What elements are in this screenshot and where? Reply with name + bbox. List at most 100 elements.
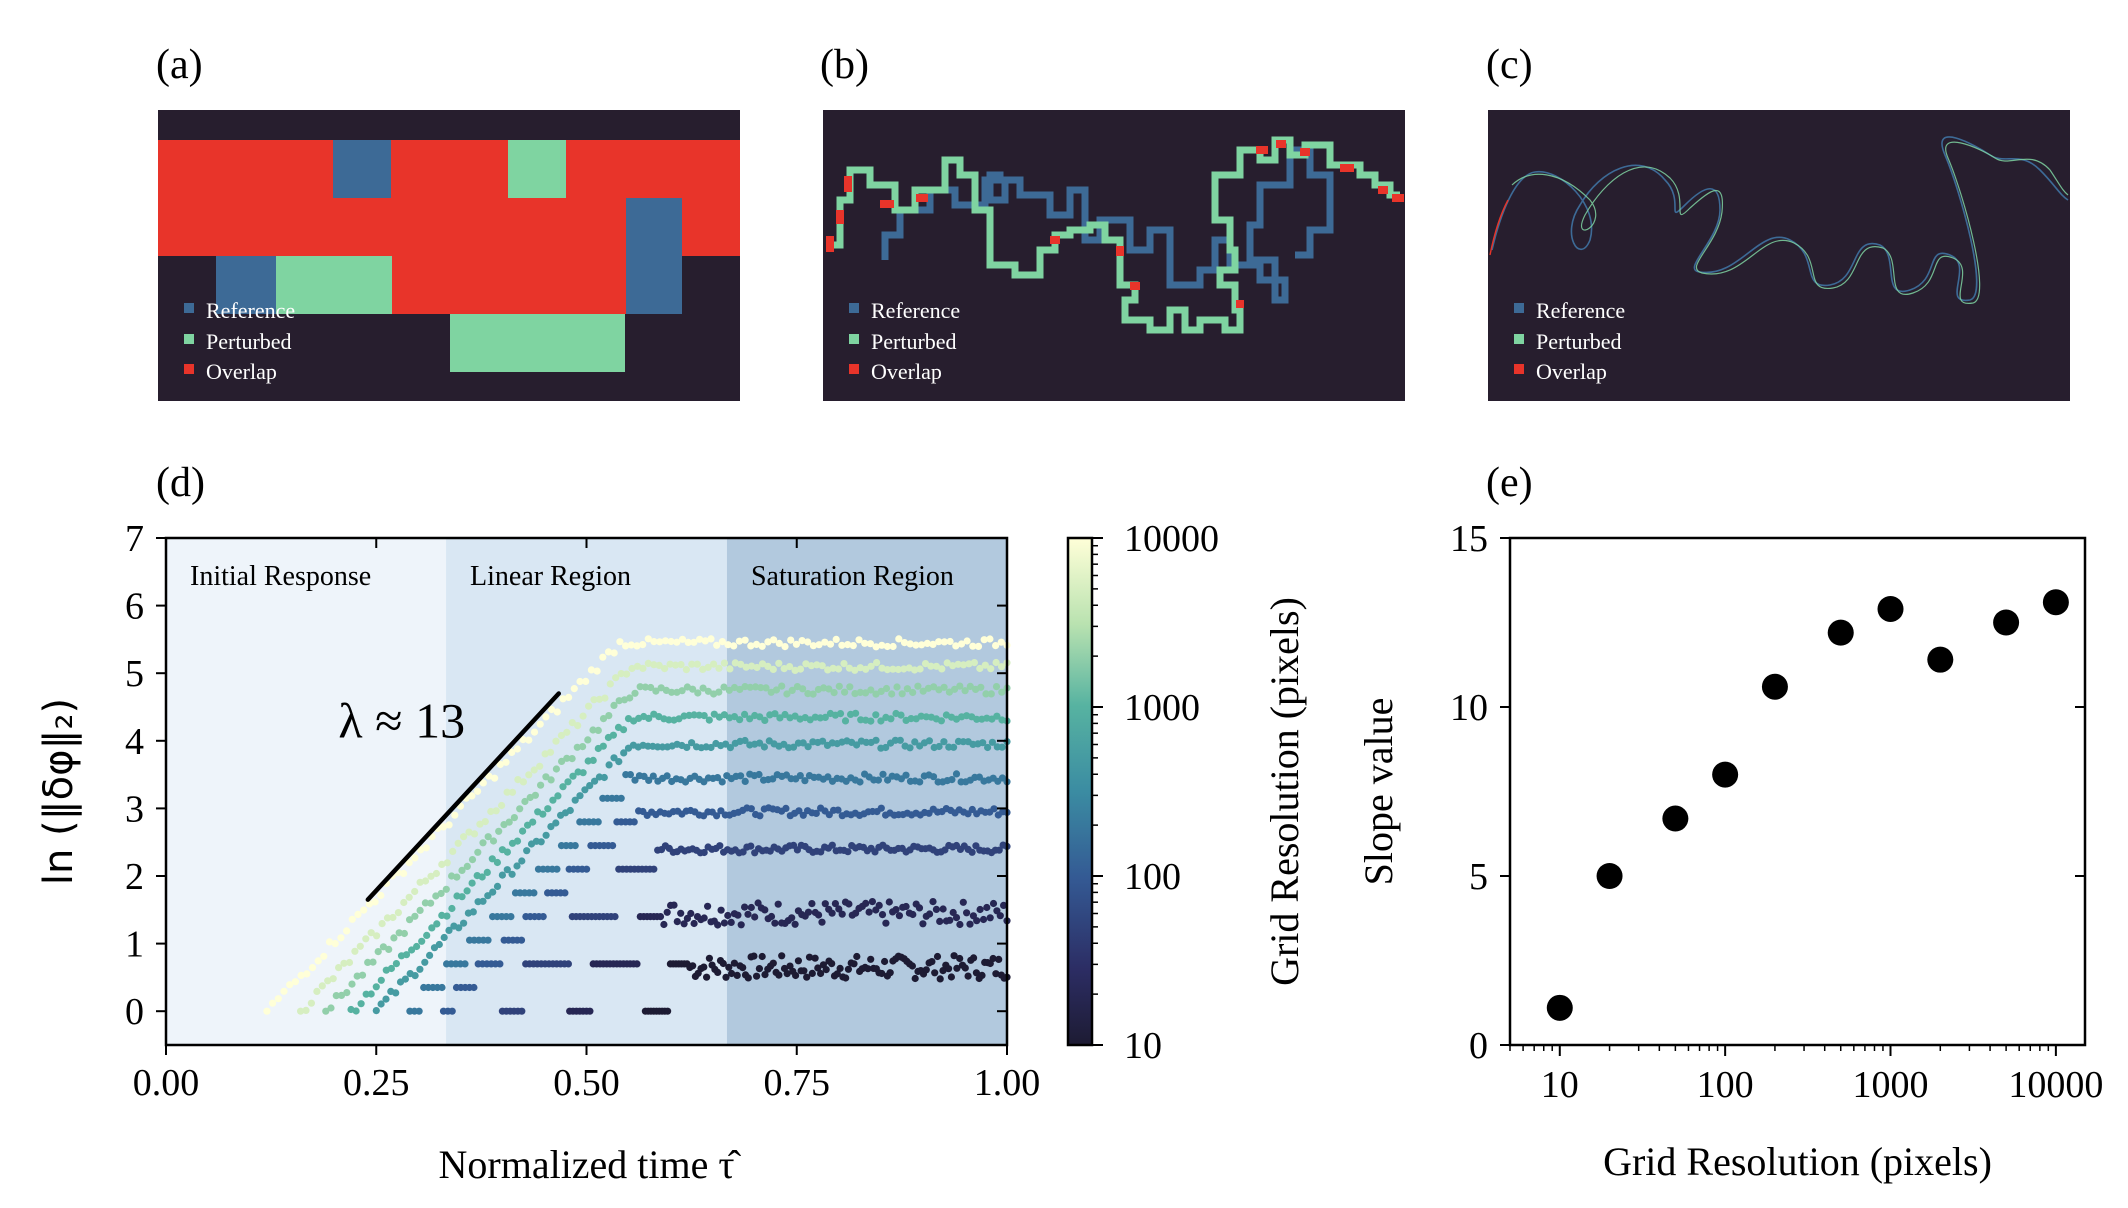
data-point — [1662, 805, 1689, 832]
data-point — [915, 904, 924, 912]
data-point — [836, 710, 845, 718]
data-point — [377, 1000, 385, 1008]
data-point — [489, 837, 498, 845]
data-point — [513, 745, 522, 753]
data-point — [492, 807, 500, 815]
data-point — [631, 689, 639, 697]
data-point — [585, 702, 593, 710]
data-point — [474, 848, 482, 856]
data-point — [367, 990, 375, 998]
data-point — [771, 710, 779, 718]
data-point — [905, 664, 913, 672]
data-point — [772, 686, 781, 694]
data-point — [756, 713, 764, 721]
data-point — [566, 806, 574, 815]
data-point — [609, 731, 618, 739]
data-point — [939, 967, 947, 975]
data-point — [811, 954, 819, 962]
data-point — [428, 924, 436, 932]
panel-a-image — [158, 110, 740, 401]
data-point — [329, 975, 337, 983]
data-point — [519, 778, 528, 786]
overlap-pixel — [1116, 246, 1124, 256]
data-point — [594, 726, 602, 735]
data-point — [877, 804, 885, 812]
data-point — [720, 683, 728, 691]
data-point — [579, 769, 587, 777]
data-point — [639, 664, 647, 673]
panel-c-overlap-segment — [1489, 199, 1509, 256]
data-point — [668, 688, 676, 696]
data-point — [865, 908, 873, 916]
region-band — [166, 538, 447, 1045]
data-point — [683, 743, 691, 752]
data-point — [2042, 589, 2069, 616]
data-point — [570, 685, 578, 693]
data-point — [656, 913, 665, 921]
panel-d-x-axis-label: Normalized time τ̂ — [439, 1142, 742, 1187]
data-point — [587, 666, 596, 674]
data-point — [620, 749, 628, 757]
data-point — [747, 903, 755, 912]
data-point — [850, 960, 858, 968]
data-point — [694, 689, 702, 697]
data-point — [553, 865, 561, 873]
data-point — [916, 665, 924, 673]
data-point — [741, 903, 749, 911]
data-point — [833, 970, 841, 978]
data-point — [358, 971, 367, 979]
data-point — [761, 716, 769, 725]
data-point — [836, 964, 844, 973]
data-point — [639, 641, 647, 649]
data-point — [557, 731, 566, 740]
data-point — [964, 972, 972, 980]
data-point — [902, 902, 910, 911]
data-point — [495, 827, 503, 835]
data-point — [834, 665, 843, 673]
data-point — [704, 687, 712, 695]
data-point — [747, 805, 755, 813]
data-point — [700, 848, 708, 857]
data-point — [761, 906, 769, 914]
data-point — [907, 715, 915, 723]
data-point — [974, 642, 983, 651]
data-point — [968, 805, 976, 814]
data-point — [808, 900, 816, 908]
data-point — [1596, 863, 1623, 889]
data-point — [503, 848, 511, 856]
data-point — [544, 805, 552, 813]
data-point — [769, 775, 777, 783]
data-point — [747, 842, 755, 850]
data-point — [576, 677, 584, 686]
data-point — [416, 965, 424, 973]
data-point — [582, 677, 590, 686]
data-point — [684, 638, 692, 647]
data-point — [714, 774, 722, 782]
data-point — [746, 683, 754, 691]
data-point — [322, 1007, 330, 1015]
data-point — [878, 664, 886, 672]
panel-e-y-axis-label: Slope value — [1356, 698, 1401, 886]
data-point — [432, 869, 440, 878]
data-point — [938, 665, 946, 673]
data-point — [479, 897, 487, 905]
data-point — [583, 865, 591, 873]
panel-e-x-axis: 10 100 1000 10000 — [1509, 1045, 2103, 1106]
panel-a-reference-block — [333, 140, 391, 198]
legend-reference-label: Reference — [206, 298, 295, 323]
data-point — [710, 660, 718, 668]
data-point — [503, 866, 511, 874]
data-point — [699, 665, 707, 674]
data-point — [776, 714, 784, 722]
legend-overlap-swatch — [849, 364, 859, 374]
data-point — [1546, 994, 1573, 1021]
data-point — [599, 742, 607, 750]
data-point — [730, 959, 739, 967]
data-point — [1877, 595, 1904, 622]
panel-a-overlap-block — [392, 256, 626, 314]
data-point — [517, 936, 526, 944]
data-point — [845, 900, 853, 908]
data-point — [663, 772, 671, 780]
data-point — [377, 891, 385, 900]
data-point — [825, 811, 833, 819]
